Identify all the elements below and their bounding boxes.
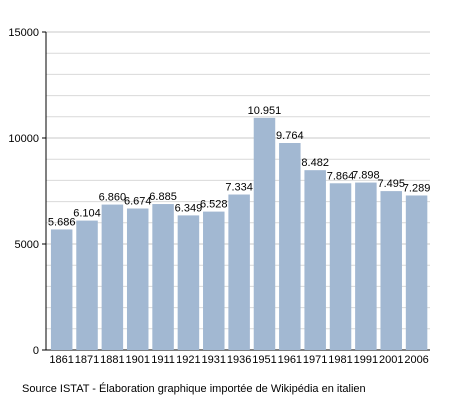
bar xyxy=(329,183,352,350)
bar xyxy=(126,208,149,350)
bars xyxy=(50,117,428,350)
x-tick-label: 1951 xyxy=(252,354,276,366)
x-tick-label: 1931 xyxy=(202,354,226,366)
data-label: 6.885 xyxy=(149,191,177,203)
x-tick-label: 1961 xyxy=(278,354,302,366)
data-label: 5.686 xyxy=(48,216,76,228)
source-note: Source ISTAT - Élaboration graphique imp… xyxy=(22,382,366,395)
y-tick-label: 15000 xyxy=(8,27,39,39)
x-tick-label: 1971 xyxy=(303,354,327,366)
data-label: 6.104 xyxy=(73,208,101,220)
bar xyxy=(405,195,428,350)
data-label: 6.349 xyxy=(175,202,203,214)
x-tick-label: 1871 xyxy=(75,354,99,366)
y-tick-label: 5000 xyxy=(15,239,39,251)
data-label: 7.495 xyxy=(377,178,405,190)
x-tick-label: 1881 xyxy=(100,354,124,366)
data-label: 10.951 xyxy=(248,105,282,117)
x-tick-label: 1981 xyxy=(328,354,352,366)
y-tick-label: 10000 xyxy=(8,133,39,145)
x-tick-label: 2001 xyxy=(379,354,403,366)
data-label: 6.528 xyxy=(200,199,228,211)
bar xyxy=(50,229,73,350)
bar xyxy=(355,182,377,350)
data-label: 6.674 xyxy=(124,196,152,208)
bar xyxy=(253,117,276,350)
bar xyxy=(203,211,225,350)
data-label: 7.864 xyxy=(327,170,355,182)
x-tick-label: 1991 xyxy=(354,354,378,366)
x-tick-label: 2006 xyxy=(404,354,428,366)
data-label: 8.482 xyxy=(301,157,329,169)
y-tick-label: 0 xyxy=(33,345,39,357)
bar xyxy=(228,194,250,350)
bar xyxy=(279,143,301,350)
x-tick-label: 1901 xyxy=(125,354,149,366)
bar xyxy=(152,204,174,350)
bar xyxy=(76,220,98,350)
data-label: 7.289 xyxy=(403,182,431,194)
data-label: 6.860 xyxy=(99,192,127,204)
x-tick-labels: 1861 1871 1881 1901 1911 1921 1931 1936 1951 1961… xyxy=(49,354,428,366)
data-label: 7.334 xyxy=(225,182,253,194)
x-tick-label: 1936 xyxy=(227,354,251,366)
data-label: 9.764 xyxy=(276,130,304,142)
bar xyxy=(177,215,200,350)
data-label: 7.898 xyxy=(352,170,380,182)
x-tick-label: 1921 xyxy=(176,354,200,366)
y-tick-labels: 0 5000 10000 15000 xyxy=(8,27,46,357)
x-tick-label: 1861 xyxy=(49,354,73,366)
x-tick-label: 1911 xyxy=(151,354,175,366)
bar xyxy=(380,191,402,350)
bar xyxy=(304,170,326,350)
bar xyxy=(101,204,124,350)
